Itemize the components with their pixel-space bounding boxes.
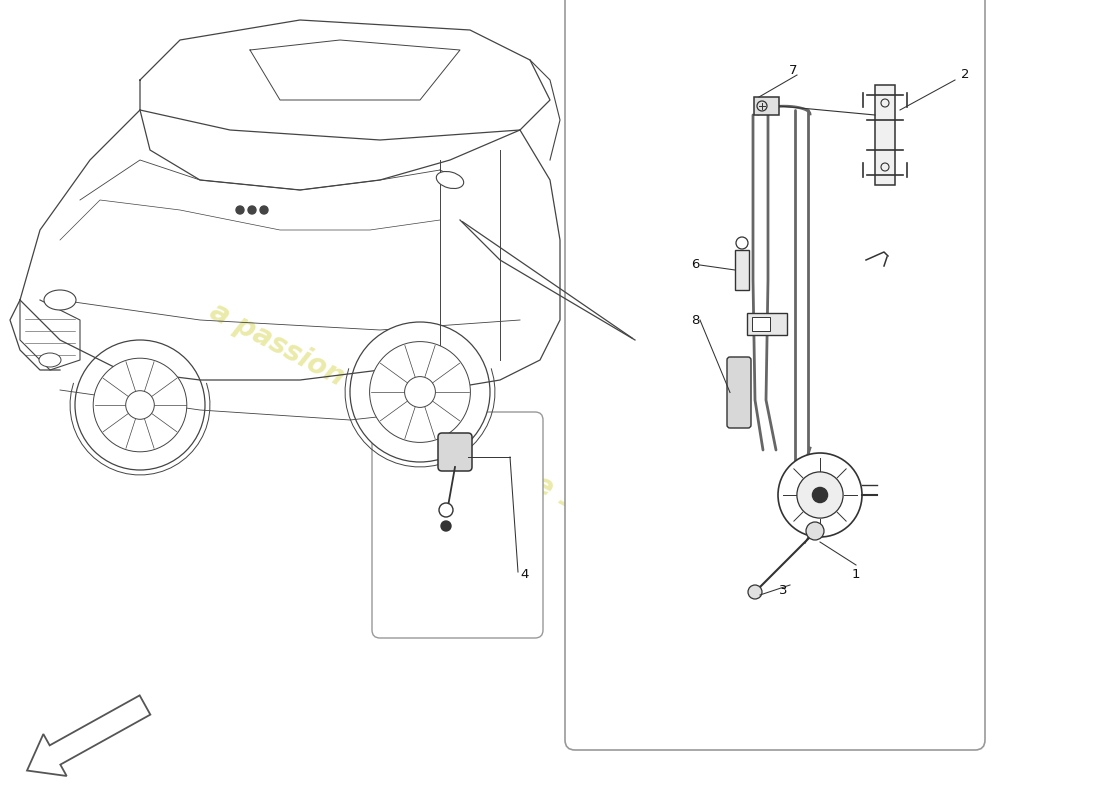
Circle shape (236, 206, 244, 214)
Circle shape (441, 521, 451, 531)
Text: 7: 7 (789, 63, 797, 77)
Circle shape (439, 503, 453, 517)
Text: 6: 6 (691, 258, 700, 271)
FancyArrow shape (28, 695, 151, 776)
Bar (752, 317, 770, 331)
Circle shape (350, 322, 490, 462)
Bar (754, 97, 779, 115)
Circle shape (736, 237, 748, 249)
Circle shape (796, 472, 843, 518)
Circle shape (370, 342, 471, 442)
Bar (747, 313, 786, 335)
Text: 4: 4 (520, 569, 529, 582)
Text: a passion for parts since 1985: a passion for parts since 1985 (205, 297, 635, 543)
Ellipse shape (437, 171, 464, 189)
Bar (874, 85, 895, 185)
Text: 8: 8 (691, 314, 700, 326)
FancyBboxPatch shape (438, 433, 472, 471)
Ellipse shape (44, 290, 76, 310)
Text: 1: 1 (851, 569, 860, 582)
Text: 3: 3 (779, 583, 788, 597)
Bar (735, 250, 749, 290)
Circle shape (778, 453, 862, 537)
Circle shape (75, 340, 205, 470)
Circle shape (94, 358, 187, 452)
Circle shape (405, 377, 436, 407)
Circle shape (125, 390, 154, 419)
Text: 2: 2 (960, 69, 969, 82)
Circle shape (260, 206, 268, 214)
Circle shape (813, 487, 827, 502)
Circle shape (248, 206, 256, 214)
Circle shape (806, 522, 824, 540)
Ellipse shape (39, 353, 60, 367)
FancyBboxPatch shape (372, 412, 543, 638)
FancyBboxPatch shape (727, 357, 751, 428)
FancyBboxPatch shape (565, 0, 984, 750)
Circle shape (748, 585, 762, 599)
